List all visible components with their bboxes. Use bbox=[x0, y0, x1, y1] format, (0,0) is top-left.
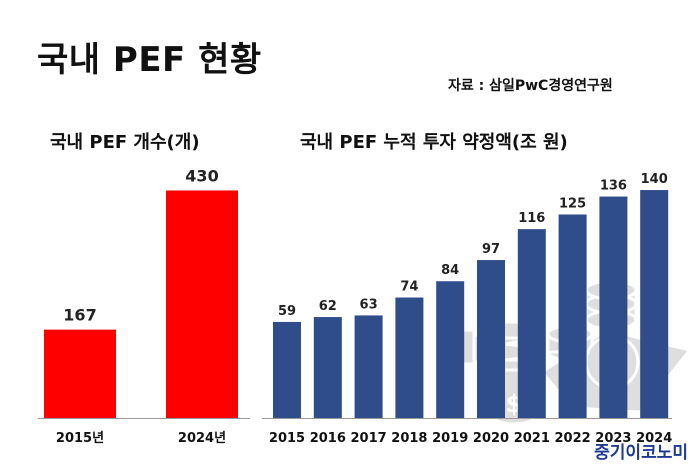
bar bbox=[313, 317, 342, 418]
data-label: 63 bbox=[360, 297, 378, 312]
tick-label: 2020 bbox=[473, 431, 509, 446]
data-label: 97 bbox=[482, 242, 500, 257]
bar bbox=[436, 281, 465, 418]
bar bbox=[558, 214, 587, 418]
data-label: 74 bbox=[400, 280, 418, 295]
tick-label: 2024년 bbox=[178, 431, 226, 446]
bar bbox=[477, 260, 505, 418]
left-bar-chart: 167 2015년 430 2024년 bbox=[38, 166, 250, 446]
source-note: 자료 : 삼일PwC경영연구원 bbox=[448, 78, 613, 94]
tick-label: 2023 bbox=[595, 431, 631, 446]
bar bbox=[354, 315, 383, 418]
bar bbox=[599, 196, 628, 418]
bar bbox=[517, 229, 546, 418]
tick-label: 2015 bbox=[269, 431, 305, 446]
data-label: 116 bbox=[518, 211, 545, 226]
data-label: 430 bbox=[185, 166, 218, 185]
tick-label: 2022 bbox=[555, 431, 591, 446]
bar bbox=[44, 329, 116, 418]
data-label: 59 bbox=[278, 304, 296, 319]
tick-label: 2015년 bbox=[56, 431, 104, 446]
right-chart-title: 국내 PEF 누적 투자 약정액(조 원) bbox=[300, 132, 568, 153]
data-label: 62 bbox=[319, 299, 337, 314]
bar bbox=[273, 321, 301, 418]
bar bbox=[166, 190, 238, 418]
data-label: 140 bbox=[641, 172, 668, 187]
page-title: 국내 PEF 현황 bbox=[37, 40, 262, 80]
tick-label: 2016 bbox=[310, 431, 346, 446]
data-label: 125 bbox=[559, 196, 586, 211]
bar bbox=[640, 190, 669, 418]
right-bar-chart: 59 2015 62 2016 63 2017 74 2018 84 2019 97 2020 116 2… bbox=[262, 172, 672, 446]
tick-label: 2017 bbox=[351, 431, 387, 446]
data-label: 84 bbox=[441, 263, 459, 278]
tick-label: 2024 bbox=[636, 431, 672, 446]
left-chart-title: 국내 PEF 개수(개) bbox=[50, 132, 200, 153]
tick-label: 2019 bbox=[432, 431, 468, 446]
tick-label: 2018 bbox=[391, 431, 427, 446]
brand-logo: 중기이코노미 bbox=[594, 443, 688, 463]
bar bbox=[395, 297, 424, 418]
data-label: 167 bbox=[63, 306, 96, 325]
data-label: 136 bbox=[600, 179, 627, 194]
tick-label: 2021 bbox=[514, 431, 550, 446]
